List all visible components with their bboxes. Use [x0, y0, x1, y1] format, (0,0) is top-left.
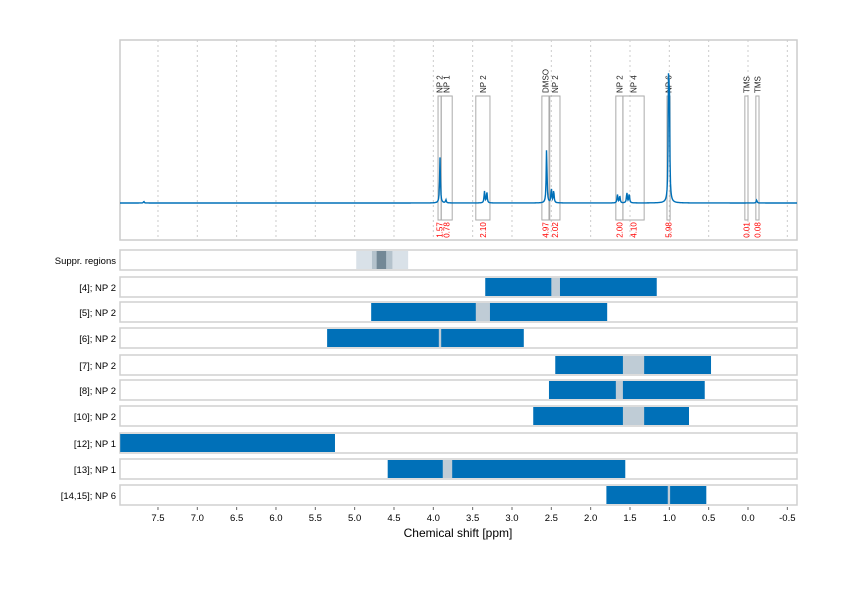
integral-value: 2.10: [479, 222, 488, 238]
range-row: [119, 405, 798, 427]
integral-value: 2.00: [615, 222, 624, 238]
range-bar: [387, 460, 626, 478]
range-gap: [442, 460, 453, 478]
range-row: [119, 276, 798, 298]
range-rows: Suppr. regions [4]; NP 2 [5]; NP 2 [6]; NP …: [55, 249, 798, 506]
integration-region: [440, 95, 453, 221]
integral-value: 0.01: [742, 222, 751, 238]
range-gap: [622, 356, 645, 374]
integral-value: 1.57: [436, 222, 445, 238]
tick-label: 0.5: [702, 513, 715, 524]
range-gap: [615, 381, 623, 399]
tick-label: 6.0: [269, 513, 282, 524]
tick-label: 7.5: [151, 513, 164, 524]
range-bar: [485, 278, 657, 296]
integral-value: 5.98: [665, 222, 674, 238]
region-label: DMSO: [541, 69, 550, 93]
integration-region: [622, 95, 645, 221]
tick-label: 3.5: [466, 513, 479, 524]
tick-label: -0.5: [779, 513, 795, 524]
integral-value: 0.08: [753, 222, 762, 238]
range-bar: [548, 381, 705, 399]
range-gap: [622, 407, 645, 425]
integration-region: [549, 95, 561, 221]
row-label: [4]; NP 2: [79, 283, 116, 294]
region-label: TMS: [742, 76, 751, 93]
integration-region: [755, 95, 760, 221]
range-gap: [438, 329, 442, 347]
region-label: NP 2: [436, 75, 445, 93]
tick-label: 4.5: [387, 513, 400, 524]
tick-label: 2.0: [584, 513, 597, 524]
range-bar: [533, 407, 689, 425]
tick-label: 5.0: [348, 513, 361, 524]
region-label: TMS: [753, 76, 762, 93]
suppression-row: [119, 249, 798, 271]
spectrum-frame: [119, 39, 798, 241]
row-label: [7]; NP 2: [79, 361, 116, 372]
range-gap: [475, 303, 490, 321]
row-label: [13]; NP 1: [74, 465, 116, 476]
tick-label: 6.5: [230, 513, 243, 524]
integral-value: 2.02: [551, 222, 560, 238]
range-bar: [327, 329, 524, 347]
tick-label: 7.0: [191, 513, 204, 524]
range-gap: [667, 486, 671, 504]
integration-region: [541, 95, 550, 221]
row-label: [8]; NP 2: [79, 386, 116, 397]
tick-label: 1.0: [663, 513, 676, 524]
row-label: [14,15]; NP 6: [61, 491, 116, 502]
tick-label: 1.5: [623, 513, 636, 524]
integral-value: 0.78: [443, 222, 452, 238]
integration-region: [744, 95, 749, 221]
spectrum-line: [120, 73, 797, 204]
region-label: NP 2: [551, 75, 560, 93]
tick-label: 4.0: [427, 513, 440, 524]
region-label: NP 4: [630, 75, 639, 93]
row-label: [6]; NP 2: [79, 334, 116, 345]
range-gap: [551, 278, 560, 296]
integral-value: 4.97: [541, 222, 550, 238]
range-bar: [606, 486, 707, 504]
region-label: NP 2: [479, 75, 488, 93]
suppression-inner: [376, 251, 387, 269]
region-label: NP 2: [615, 75, 624, 93]
x-axis: 7.5 7.0 6.5 6.0 5.5 5.0 4.5 4.0 3.5 3.0 2.5 2.0 1.5 1…: [151, 507, 796, 524]
tick-label: 5.5: [309, 513, 322, 524]
row-label: [10]; NP 2: [74, 412, 116, 423]
row-label: [5]; NP 2: [79, 308, 116, 319]
spectrum-panel: NP 2 1.57 NP 1 0.78 NP 2 2.10 DMSO 4.97 NP 2 2.02…: [119, 39, 798, 241]
x-axis-title: Chemical shift [ppm]: [404, 526, 513, 540]
integral-value: 4.10: [630, 222, 639, 238]
tick-label: 0.0: [741, 513, 754, 524]
row-label: [12]; NP 1: [74, 439, 116, 450]
range-bar: [120, 434, 335, 452]
region-label: NP 1: [443, 75, 452, 93]
integration-region: [475, 95, 491, 221]
tick-label: 3.0: [505, 513, 518, 524]
tick-label: 2.5: [545, 513, 558, 524]
row-label: Suppr. regions: [55, 256, 117, 267]
